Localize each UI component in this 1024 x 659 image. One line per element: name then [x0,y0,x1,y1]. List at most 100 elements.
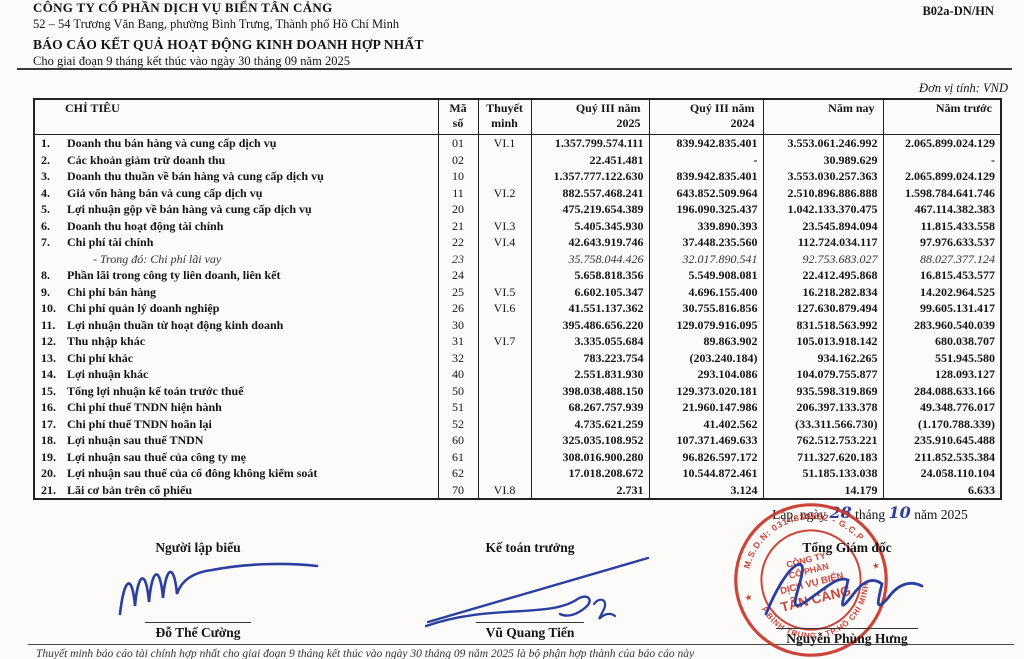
cell-code: 40 [437,366,479,383]
cell-q3-2025: 783.223.754 [530,349,650,366]
row-number: 9. [41,284,50,299]
cell-note [477,168,532,185]
cell-q3-2025: 1.357.777.122.630 [530,168,650,185]
row-label: Các khoản giảm trừ doanh thu [67,152,226,167]
cell-q3-2025: 42.643.919.746 [530,234,650,251]
stamp-star-right-icon: ★ [871,560,881,572]
cell-indicator: - Trong đó: Chi phí lãi vay [33,250,439,267]
signer-title-preparer: Người lập biểu [155,540,241,555]
cell-ytd: 1.042.133.370.475 [762,201,884,218]
row-number: 19. [41,449,56,464]
cell-q3-2025: 6.602.105.347 [530,283,650,300]
cell-ytd: 22.412.495.868 [762,267,884,284]
row-number: 1. [41,136,50,151]
cell-prior-year: 680.038.707 [882,333,1002,350]
table-row: 14. Lợi nhuận khác 40 2.551.831.930 293.104.… [33,366,1002,383]
table-row: 16. Chi phí thuế TNDN hiện hành 51 68.267.7… [33,399,1002,416]
cell-ytd: 711.327.620.183 [762,448,884,465]
cell-q3-2025: 2.551.831.930 [530,366,650,383]
cell-note: VI.2 [477,184,532,201]
header-ytd: Năm nay [762,98,884,135]
cell-ytd: 105.013.918.142 [762,333,884,350]
cell-q3-2025: 2.731 [530,481,650,499]
signer-name-preparer: Đỗ Thế Cường [88,622,308,642]
row-number: 15. [41,383,56,398]
cell-indicator: 1. Doanh thu bán hàng và cung cấp dịch vụ [33,134,439,152]
cell-code: 21 [437,217,479,234]
table-row: 19. Lợi nhuận sau thuế của công ty mẹ 61 30… [33,448,1002,465]
company-address: 52 – 54 Trương Văn Bang, phường Bình Trư… [33,17,400,31]
cell-prior-year: 284.088.633.166 [882,382,1002,399]
cell-code: 51 [437,399,479,416]
cell-indicator: 5. Lợi nhuận gộp về bán hàng và cung cấp … [33,201,439,218]
cell-prior-year: - [882,151,1002,168]
cell-ytd: 831.518.563.992 [762,316,884,333]
header-note-line2: minh [491,116,518,130]
cell-ytd: 934.162.265 [762,349,884,366]
cell-code: 10 [437,168,479,185]
cell-q3-2024: 3.124 [648,481,764,499]
cell-ytd: 23.545.894.094 [762,217,884,234]
header-q3-2024-line1: Quý III năm [689,101,755,115]
cell-code: 50 [437,382,479,399]
cell-q3-2025: 398.038.488.150 [530,382,650,399]
cell-prior-year: 88.027.377.124 [882,250,1002,267]
cell-note [477,349,532,366]
signer-name-general-director: Nguyễn Phùng Hưng [737,628,957,648]
header-code: Mã số [437,98,479,135]
cell-note: VI.8 [477,481,532,499]
cell-q3-2024: 96.826.597.172 [648,448,764,465]
cell-code: 25 [437,283,479,300]
row-label: Chi phí quản lý doanh nghiệp [67,301,220,316]
cell-q3-2025: 3.335.055.684 [530,333,650,350]
cell-note [477,382,532,399]
cell-q3-2024: 21.960.147.986 [648,399,764,416]
cell-note [477,465,532,482]
cell-code: 20 [437,201,479,218]
cell-q3-2025: 475.219.654.389 [530,201,650,218]
cell-prior-year: 49.348.776.017 [882,399,1002,416]
cell-note [477,366,532,383]
cell-q3-2025: 308.016.900.280 [530,448,650,465]
table-row: 2. Các khoản giảm trừ doanh thu 02 22.451.4… [33,151,1002,168]
table-row: 11. Lợi nhuận thuần từ hoạt động kinh doa… [33,316,1002,333]
cell-note: VI.7 [477,333,532,350]
table-row: 20. Lợi nhuận sau thuế của cổ đông không … [33,465,1002,482]
footer-divider [28,644,1014,645]
cell-indicator: 14. Lợi nhuận khác [33,366,439,383]
signer-title-chief-accountant: Kế toán trưởng [485,540,575,555]
row-number: 17. [41,416,56,431]
cell-q3-2024: 839.942.835.401 [648,168,764,185]
cell-q3-2024: 293.104.086 [648,366,764,383]
signature-general-director [764,562,924,616]
stamp-outer-ring [734,503,888,657]
table-row: 3. Doanh thu thuần về bán hàng và cung cấ… [33,168,1002,185]
cell-code: 52 [437,415,479,432]
cell-code: 02 [437,151,479,168]
cell-note: VI.4 [477,234,532,251]
cell-indicator: 9. Chi phí bán hàng [33,283,439,300]
row-number: 21. [41,482,56,497]
cell-indicator: 18. Lợi nhuận sau thuế TNDN [33,432,439,449]
cell-q3-2024: 32.017.890.541 [648,250,764,267]
income-statement-table: CHỈ TIÊU Mã số Thuyết minh Quý III năm 2… [33,98,1002,500]
cell-code: 11 [437,184,479,201]
cell-ytd: 206.397.133.378 [762,399,884,416]
cell-ytd: 127.630.879.494 [762,300,884,317]
cell-q3-2024: 37.448.235.560 [648,234,764,251]
cell-indicator: 20. Lợi nhuận sau thuế của cổ đông không … [33,465,439,482]
cell-code: 24 [437,267,479,284]
report-title: BÁO CÁO KẾT QUẢ HOẠT ĐỘNG KINH DOANH HỢP… [33,37,424,52]
cell-indicator: 3. Doanh thu thuần về bán hàng và cung cấ… [33,168,439,185]
row-label: Chi phí thuế TNDN hiện hành [67,400,222,415]
cell-note: VI.5 [477,283,532,300]
cell-prior-year: 11.815.433.558 [882,217,1002,234]
cell-prior-year: 283.960.540.039 [882,316,1002,333]
cell-q3-2024: 339.890.393 [648,217,764,234]
table-row: 21. Lãi cơ bản trên cổ phiếu 70 VI.8 2.731 3.… [33,481,1002,499]
table-row: 8. Phần lãi trong công ty liên doanh, liê… [33,267,1002,284]
cell-q3-2024: 5.549.908.081 [648,267,764,284]
cell-prior-year: 97.976.633.537 [882,234,1002,251]
cell-q3-2024: 41.402.562 [648,415,764,432]
